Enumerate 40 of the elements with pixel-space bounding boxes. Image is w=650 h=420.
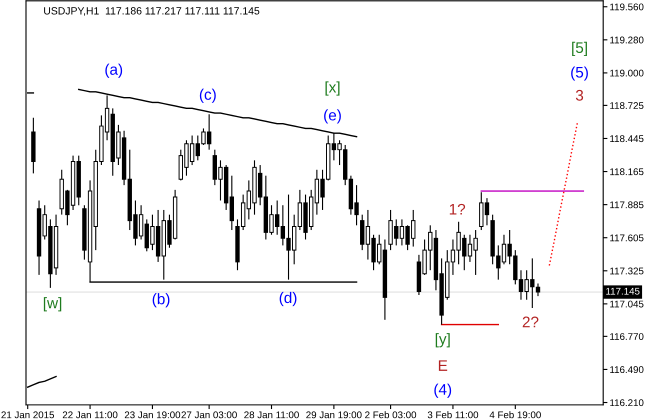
x-tick-label: 21 Jan 2015 — [1, 411, 54, 418]
x-tick-label: 22 Jan 11:00 — [62, 411, 118, 418]
annotation: (a) — [105, 64, 122, 78]
y-tick-label: 117.325 — [610, 268, 644, 274]
annotation: [w] — [44, 297, 62, 312]
x-tick-label: 29 Jan 19:00 — [306, 411, 362, 418]
y-tick-label: 118.445 — [610, 135, 644, 142]
x-tick-label: 4 Feb 19:00 — [490, 411, 541, 418]
annotation: 3 — [576, 90, 584, 101]
annotation: (d) — [280, 292, 296, 306]
y-tick-label: 119.560 — [610, 3, 644, 10]
x-tick-label: 28 Jan 11:00 — [244, 411, 299, 418]
x-tick-label: 23 Jan 19:00 — [124, 411, 180, 418]
annotation: (4) — [434, 384, 452, 398]
annotation: (5) — [571, 66, 588, 81]
annotation: (c) — [200, 88, 216, 103]
annotation: [x] — [326, 81, 340, 96]
annotation: (e) — [324, 109, 341, 124]
y-tick-label: 117.885 — [610, 201, 644, 208]
x-tick-label: 2 Feb 03:00 — [365, 411, 416, 418]
annotation: E — [438, 360, 448, 371]
text: USDJPY,H1 117.186 117.217 117.111 117.145 — [44, 7, 260, 16]
line-series — [548, 120, 578, 266]
y-tick-label: 117.605 — [610, 234, 644, 242]
y-tick-label: 119.000 — [610, 70, 644, 77]
y-tick-label: 118.165 — [610, 168, 644, 176]
annotation: [y] — [436, 333, 450, 348]
y-tick-label: 116.490 — [610, 366, 644, 374]
annotation: [5] — [572, 42, 587, 56]
x-tick-label: 27 Jan 03:00 — [182, 411, 237, 418]
y-tick-label: 118.725 — [610, 102, 644, 110]
annotation: (b) — [152, 293, 170, 308]
y-tick-label: 119.280 — [610, 36, 644, 44]
y-tick-label: 116.770 — [610, 333, 644, 340]
annotation: 1? — [450, 204, 466, 214]
ref-line-label: 117.145 — [606, 288, 640, 295]
annotation: 2? — [522, 316, 538, 328]
y-tick-label: 116.210 — [610, 399, 644, 406]
y-tick-label: 117.045 — [610, 300, 644, 308]
x-tick-label: 3 Feb 11:00 — [428, 411, 478, 418]
